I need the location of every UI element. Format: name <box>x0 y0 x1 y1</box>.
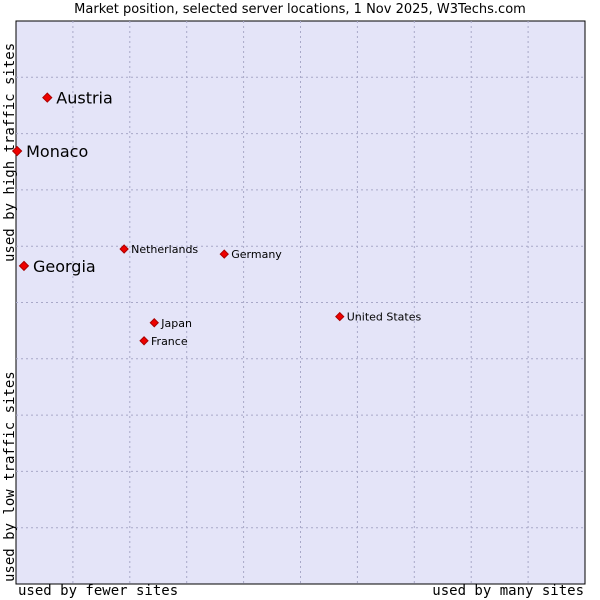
data-points: Austria Monaco Georgia Netherlands Germany Un… <box>11 89 422 348</box>
point-marker <box>219 249 229 259</box>
data-point-france: France <box>139 335 188 348</box>
y-axis-label-high: used by high traffic sites <box>2 42 18 262</box>
point-marker <box>11 145 23 157</box>
data-point-netherlands: Netherlands <box>119 243 198 256</box>
point-label: Austria <box>56 89 113 108</box>
point-label: United States <box>347 311 422 324</box>
chart-title: Market position, selected server locatio… <box>74 2 526 17</box>
data-point-austria: Austria <box>42 89 113 108</box>
x-axis-label-high: used by many sites <box>432 583 584 599</box>
point-label: Germany <box>231 248 282 261</box>
point-label: Japan <box>160 317 192 330</box>
data-point-united-states: United States <box>335 311 422 324</box>
data-point-georgia: Georgia <box>18 257 96 276</box>
y-axis-label-low: used by low traffic sites <box>2 371 18 582</box>
data-point-germany: Germany <box>219 248 282 261</box>
point-marker <box>335 311 345 322</box>
grid-lines <box>16 21 585 584</box>
x-axis-label-low: used by fewer sites <box>18 583 179 599</box>
point-marker <box>149 318 159 328</box>
point-marker <box>139 336 149 346</box>
point-label: Netherlands <box>131 243 198 256</box>
point-label: Monaco <box>26 142 88 161</box>
point-marker <box>42 92 53 103</box>
point-label: France <box>151 335 188 348</box>
data-point-monaco: Monaco <box>11 142 88 161</box>
point-label: Georgia <box>33 257 96 276</box>
point-marker <box>119 244 129 254</box>
data-point-japan: Japan <box>149 317 192 330</box>
point-marker <box>18 260 30 272</box>
